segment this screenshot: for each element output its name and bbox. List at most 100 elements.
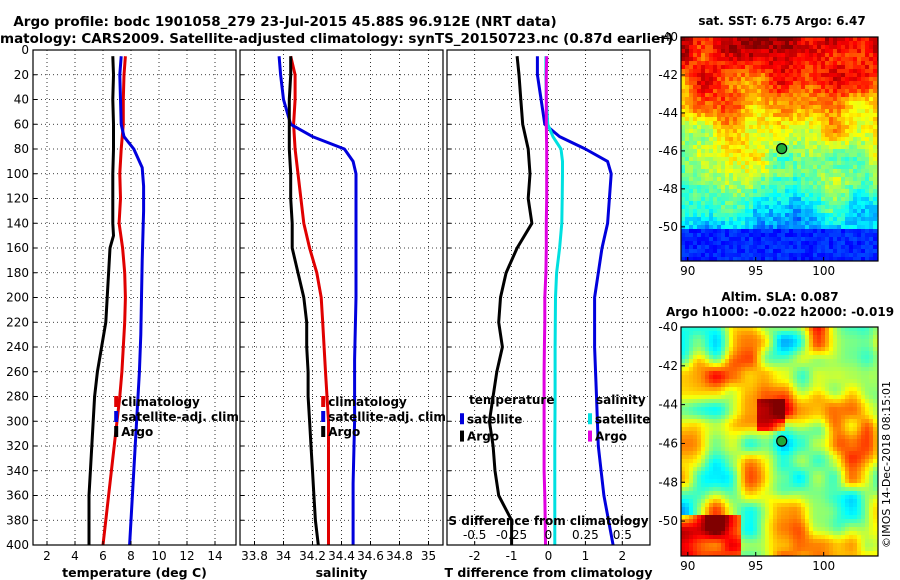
heatmap-cell: [869, 213, 874, 218]
heatmap-cell: [741, 117, 746, 122]
heatmap-cell: [865, 467, 870, 472]
heatmap-cell: [797, 379, 802, 384]
heatmap-cell: [785, 193, 790, 198]
heatmap-cell: [765, 399, 770, 404]
heatmap-cell: [773, 419, 778, 424]
heatmap-cell: [705, 197, 710, 202]
heatmap-cell: [865, 459, 870, 464]
heatmap-cell: [725, 61, 730, 66]
heatmap-cell: [765, 339, 770, 344]
heatmap-cell: [741, 339, 746, 344]
heatmap-cell: [709, 359, 714, 364]
heatmap-cell: [689, 327, 694, 332]
heatmap-cell: [805, 229, 810, 234]
heatmap-cell: [769, 77, 774, 82]
heatmap-cell: [857, 69, 862, 74]
heatmap-cell: [813, 359, 818, 364]
heatmap-cell: [725, 467, 730, 472]
heatmap-cell: [721, 359, 726, 364]
heatmap-cell: [793, 241, 798, 246]
heatmap-cell: [873, 73, 878, 78]
heatmap-cell: [741, 443, 746, 448]
heatmap-cell: [725, 395, 730, 400]
heatmap-cell: [837, 137, 842, 142]
heatmap-cell: [733, 427, 738, 432]
heatmap-cell: [777, 399, 782, 404]
y-tick-label: 260: [6, 365, 29, 379]
heatmap-cell: [737, 197, 742, 202]
heatmap-cell: [865, 217, 870, 222]
heatmap-cell: [781, 173, 786, 178]
heatmap-cell: [745, 153, 750, 158]
heatmap-cell: [809, 351, 814, 356]
heatmap-cell: [733, 117, 738, 122]
heatmap-cell: [753, 387, 758, 392]
heatmap-cell: [817, 257, 822, 262]
heatmap-cell: [701, 149, 706, 154]
heatmap-cell: [845, 113, 850, 118]
heatmap-cell: [861, 81, 866, 86]
heatmap-cell: [737, 455, 742, 460]
heatmap-cell: [693, 157, 698, 162]
heatmap-cell: [693, 185, 698, 190]
heatmap-cell: [753, 403, 758, 408]
heatmap-cell: [765, 157, 770, 162]
heatmap-cell: [857, 201, 862, 206]
heatmap-cell: [857, 129, 862, 134]
heatmap-cell: [721, 193, 726, 198]
heatmap-cell: [861, 93, 866, 98]
heatmap-cell: [713, 233, 718, 238]
heatmap-cell: [821, 149, 826, 154]
heatmap-cell: [741, 331, 746, 336]
heatmap-cell: [845, 339, 850, 344]
heatmap-cell: [749, 411, 754, 416]
y-tick-label: -48: [658, 182, 678, 196]
heatmap-cell: [713, 53, 718, 58]
heatmap-cell: [817, 177, 822, 182]
heatmap-cell: [761, 225, 766, 230]
heatmap-cell: [849, 435, 854, 440]
heatmap-cell: [701, 109, 706, 114]
heatmap-cell: [685, 49, 690, 54]
heatmap-cell: [825, 225, 830, 230]
heatmap-cell: [713, 479, 718, 484]
heatmap-cell: [749, 415, 754, 420]
heatmap-cell: [773, 65, 778, 70]
heatmap-cell: [733, 37, 738, 42]
heatmap-cell: [737, 375, 742, 380]
heatmap-cell: [849, 169, 854, 174]
heatmap-cell: [873, 225, 878, 230]
heatmap-cell: [733, 471, 738, 476]
heatmap-cell: [689, 201, 694, 206]
heatmap-cell: [761, 197, 766, 202]
heatmap-cell: [741, 439, 746, 444]
heatmap-cell: [821, 85, 826, 90]
y-tick-label: 160: [6, 241, 29, 255]
heatmap-cell: [733, 49, 738, 54]
heatmap-cell: [697, 439, 702, 444]
heatmap-cell: [801, 331, 806, 336]
heatmap-cell: [685, 137, 690, 142]
heatmap-cell: [681, 129, 686, 134]
heatmap-cell: [713, 331, 718, 336]
heatmap-cell: [709, 237, 714, 242]
heatmap-cell: [709, 335, 714, 340]
heatmap-cell: [825, 117, 830, 122]
heatmap-cell: [813, 375, 818, 380]
heatmap-cell: [701, 141, 706, 146]
heatmap-cell: [809, 213, 814, 218]
heatmap-cell: [857, 427, 862, 432]
heatmap-cell: [757, 117, 762, 122]
heatmap-cell: [713, 117, 718, 122]
heatmap-cell: [805, 399, 810, 404]
heatmap-cell: [689, 257, 694, 262]
heatmap-cell: [857, 61, 862, 66]
heatmap-cell: [825, 387, 830, 392]
heatmap-cell: [809, 237, 814, 242]
heatmap-cell: [701, 335, 706, 340]
heatmap-cell: [809, 197, 814, 202]
heatmap-cell: [697, 185, 702, 190]
heatmap-cell: [685, 177, 690, 182]
heatmap-cell: [765, 419, 770, 424]
heatmap-cell: [757, 197, 762, 202]
